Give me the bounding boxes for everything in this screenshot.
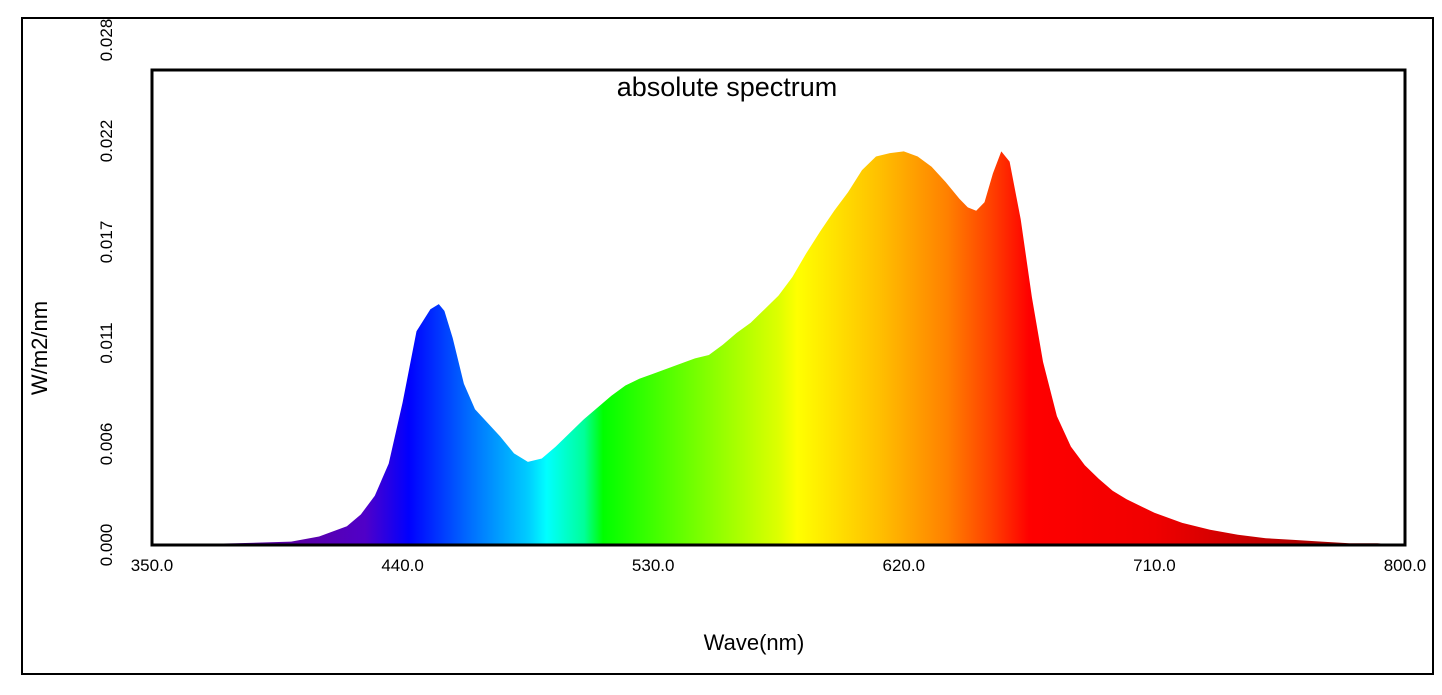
x-tick-label: 620.0 [883,556,926,575]
y-tick-label: 0.028 [97,19,116,62]
x-tick-labels: 350.0 440.0 530.0 620.0 710.0 800.0 [131,556,1427,575]
plot-area-border [150,68,1407,547]
x-tick-label: 530.0 [632,556,675,575]
x-axis-label: Wave(nm) [704,630,805,655]
y-tick-label: 0.006 [97,423,116,466]
y-axis-label: W/m2/nm [27,301,52,395]
y-tick-labels: 0.000 0.006 0.011 0.017 0.022 0.028 [97,19,116,567]
x-tick-label: 440.0 [381,556,424,575]
chart-title: absolute spectrum [617,72,838,102]
y-tick-label: 0.022 [97,120,116,163]
chart-frame [21,17,1434,675]
x-tick-label: 800.0 [1384,556,1427,575]
spectrum-area [152,151,1405,545]
y-tick-label: 0.000 [97,524,116,567]
y-tick-label: 0.017 [97,221,116,264]
x-tick-label: 350.0 [131,556,174,575]
y-tick-label: 0.011 [97,322,116,363]
x-tick-label: 710.0 [1133,556,1176,575]
